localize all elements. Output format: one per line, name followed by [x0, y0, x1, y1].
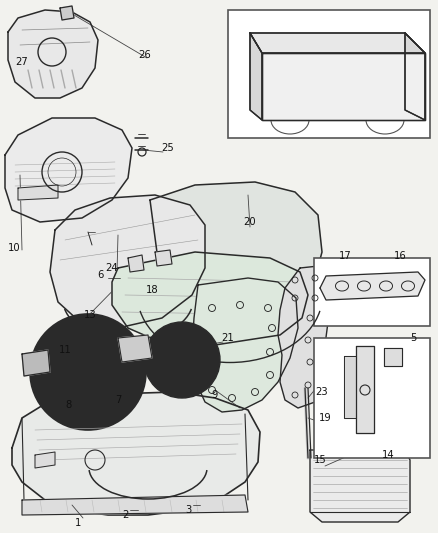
Polygon shape — [50, 195, 205, 328]
Polygon shape — [112, 252, 308, 345]
Polygon shape — [35, 452, 55, 468]
Circle shape — [78, 362, 98, 382]
Text: 3: 3 — [185, 505, 191, 515]
Polygon shape — [384, 348, 402, 366]
Polygon shape — [320, 272, 425, 300]
Text: 15: 15 — [314, 455, 326, 465]
Text: 26: 26 — [138, 50, 152, 60]
Text: 24: 24 — [106, 263, 118, 273]
Polygon shape — [8, 10, 98, 98]
Polygon shape — [128, 255, 144, 272]
Polygon shape — [60, 6, 74, 20]
Text: 11: 11 — [59, 345, 71, 355]
Bar — [228, 10, 430, 138]
Polygon shape — [262, 53, 425, 120]
Polygon shape — [250, 33, 425, 53]
Text: 9: 9 — [212, 390, 218, 400]
Text: 16: 16 — [394, 251, 406, 261]
Text: 10: 10 — [8, 243, 20, 253]
Text: 21: 21 — [222, 333, 234, 343]
Circle shape — [30, 314, 146, 430]
Text: 1: 1 — [75, 518, 81, 528]
Text: 19: 19 — [318, 413, 332, 423]
Polygon shape — [22, 495, 248, 515]
Polygon shape — [5, 118, 132, 222]
Text: 5: 5 — [410, 333, 416, 343]
Bar — [314, 258, 430, 326]
Polygon shape — [22, 350, 50, 376]
Polygon shape — [18, 185, 58, 200]
Polygon shape — [155, 250, 172, 266]
Text: 8: 8 — [65, 400, 71, 410]
Text: 13: 13 — [84, 310, 96, 320]
Polygon shape — [150, 182, 322, 338]
Circle shape — [170, 348, 194, 372]
Circle shape — [154, 332, 210, 388]
Circle shape — [38, 322, 138, 422]
Text: 27: 27 — [16, 57, 28, 67]
Text: 6: 6 — [97, 270, 103, 280]
Text: 25: 25 — [162, 143, 174, 153]
Circle shape — [144, 322, 220, 398]
Text: 14: 14 — [381, 450, 394, 460]
Polygon shape — [192, 278, 298, 412]
Text: 18: 18 — [146, 285, 158, 295]
Polygon shape — [118, 335, 152, 362]
Text: 17: 17 — [339, 251, 351, 261]
Polygon shape — [310, 450, 410, 522]
Polygon shape — [344, 356, 356, 418]
Polygon shape — [12, 392, 260, 515]
Text: 23: 23 — [316, 387, 328, 397]
Polygon shape — [405, 33, 425, 120]
Text: 20: 20 — [244, 217, 256, 227]
Polygon shape — [250, 33, 262, 120]
Text: 2: 2 — [122, 510, 128, 520]
Text: 7: 7 — [115, 395, 121, 405]
Bar — [314, 338, 430, 458]
Polygon shape — [278, 265, 340, 408]
Polygon shape — [356, 346, 374, 433]
